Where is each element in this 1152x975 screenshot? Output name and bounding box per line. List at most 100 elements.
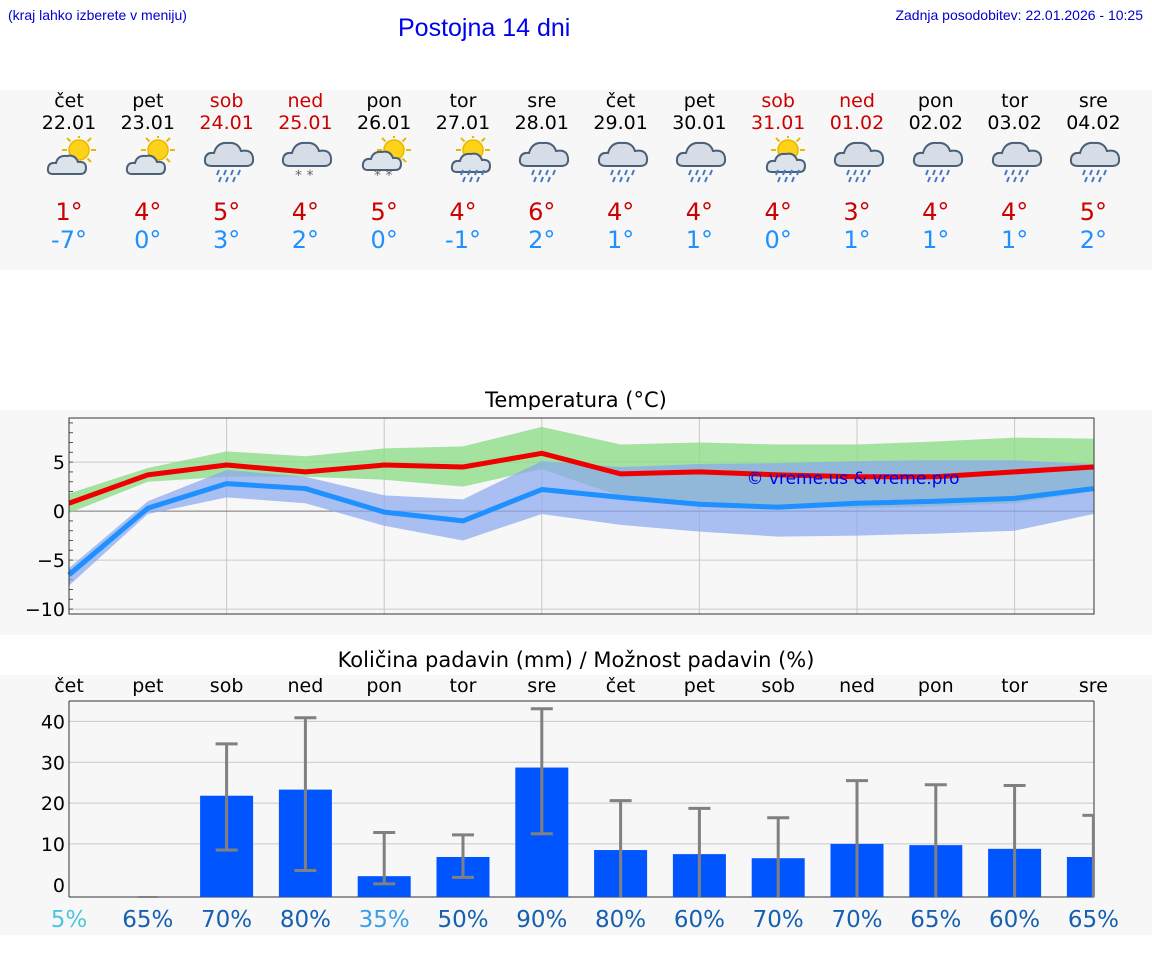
precipitation-day-label: pet (132, 675, 163, 697)
precipitation-probability: 80% (280, 907, 331, 933)
min-temp-range-band (69, 460, 1094, 586)
min-temp: 3° (212, 226, 241, 254)
precipitation-y-tick-label: 20 (41, 793, 65, 815)
max-temp: 4° (685, 198, 714, 226)
day-name: ned (287, 90, 324, 112)
precipitation-probability: 35% (359, 907, 410, 933)
day-date: 23.01 (120, 112, 175, 134)
day-name: tor (1001, 90, 1029, 112)
min-temp: 1° (1000, 226, 1029, 254)
precipitation-day-label: sre (1079, 675, 1108, 697)
svg-text:* *: * * (295, 168, 313, 184)
day-date: 25.01 (278, 112, 333, 134)
max-temp: 5° (212, 198, 241, 226)
precipitation-day-label: pet (684, 675, 715, 697)
day-date: 22.01 (41, 112, 97, 134)
min-temp: 1° (922, 226, 950, 254)
day-name: čet (54, 90, 84, 112)
precipitation-probability: 60% (674, 907, 725, 933)
day-date: 26.01 (356, 112, 412, 134)
day-name: pon (366, 90, 403, 112)
max-temp: 4° (606, 198, 635, 226)
precipitation-day-label: čet (54, 675, 84, 697)
max-temp: 5° (370, 198, 398, 226)
daily-forecast-panel: čet 22.01 1° -7° pet 23.01 4° 0° sob 24.01 5° 3° ned… (0, 90, 1152, 270)
day-date: 03.02 (987, 112, 1042, 134)
precipitation-day-label: tor (450, 675, 477, 697)
day-name: čet (605, 90, 636, 112)
cloud-snow-icon: * * (281, 136, 335, 186)
day-date: 31.01 (750, 112, 806, 134)
precipitation-chart-title: Količina padavin (mm) / Možnost padavin … (337, 648, 815, 672)
cloud-rain-icon (675, 136, 729, 186)
precipitation-day-label: tor (1001, 675, 1028, 697)
location-hint[interactable]: (kraj lahko izberete v meniju) (8, 7, 187, 23)
min-temp: 2° (291, 226, 320, 254)
max-temp: 4° (134, 198, 162, 226)
cloud-rain-icon (518, 136, 572, 186)
sun-cloud-rain-icon (439, 133, 493, 186)
precipitation-probability: 70% (753, 907, 804, 933)
temperature-y-tick-label: 0 (53, 501, 65, 523)
min-temp: 0° (764, 226, 792, 254)
max-temp: 4° (449, 198, 477, 226)
precipitation-y-tick-label: 40 (41, 711, 65, 733)
day-date: 27.01 (435, 112, 491, 134)
day-date: 29.01 (593, 112, 648, 134)
min-temp: 2° (528, 226, 556, 254)
last-update: Zadnja posodobitev: 22.01.2026 - 10:25 (895, 7, 1143, 23)
precipitation-y-tick-label: 0 (53, 875, 65, 897)
day-name: pet (683, 90, 715, 112)
max-temp: 4° (1000, 198, 1029, 226)
min-temp: 0° (370, 226, 398, 254)
min-temp: 1° (685, 226, 714, 254)
precipitation-bar (1066, 856, 1094, 897)
svg-text:* *: * * (374, 168, 392, 184)
min-temp: 2° (1079, 226, 1108, 254)
min-temp: 1° (606, 226, 635, 254)
day-name: ned (839, 90, 875, 112)
cloud-rain-icon (203, 136, 257, 186)
cloud-rain-icon (597, 136, 651, 186)
precipitation-probability: 65% (122, 907, 173, 933)
day-date: 24.01 (199, 112, 254, 134)
precipitation-probability: 80% (595, 907, 646, 933)
day-name: sre (1078, 90, 1108, 112)
precipitation-day-label: sob (761, 675, 795, 697)
precipitation-bar (357, 876, 411, 897)
precipitation-probability: 65% (1068, 907, 1119, 933)
precipitation-day-label: čet (606, 675, 636, 697)
precipitation-y-tick-label: 10 (41, 834, 65, 856)
max-temp: 4° (922, 198, 950, 226)
precipitation-day-label: sre (527, 675, 556, 697)
max-temp-line (68, 450, 1094, 506)
max-temp: 5° (1079, 198, 1108, 226)
precipitation-day-label: pon (918, 675, 954, 697)
temperature-plot-frame (68, 417, 1095, 615)
page-title: Postojna 14 dni (398, 14, 571, 42)
temperature-chart-title: Temperatura (°C) (485, 388, 667, 412)
day-name: pon (917, 90, 954, 112)
precipitation-probability: 5% (51, 907, 88, 933)
temperature-y-tick-label: −10 (25, 599, 65, 621)
min-temp: 0° (134, 226, 162, 254)
precipitation-probability: 50% (437, 907, 488, 933)
cloud-rain-icon (912, 136, 966, 186)
day-name: tor (449, 90, 477, 112)
cloud-rain-icon (991, 136, 1045, 186)
cloud-rain-icon (833, 136, 887, 186)
watermark: © vreme.us & vreme.pro (746, 469, 959, 489)
max-temp: 1° (55, 198, 83, 226)
day-name: pet (132, 90, 164, 112)
max-temp: 4° (291, 198, 320, 226)
max-temp: 6° (528, 198, 556, 226)
day-name: sre (527, 90, 557, 112)
day-date: 01.02 (829, 112, 885, 134)
cloud-rain-icon (1069, 136, 1123, 186)
sun-cloud-rain-icon (754, 133, 808, 186)
day-date: 28.01 (514, 112, 569, 134)
min-temp: -1° (445, 226, 481, 254)
temperature-y-tick-label: 5 (53, 452, 65, 474)
day-date: 04.02 (1066, 112, 1121, 134)
